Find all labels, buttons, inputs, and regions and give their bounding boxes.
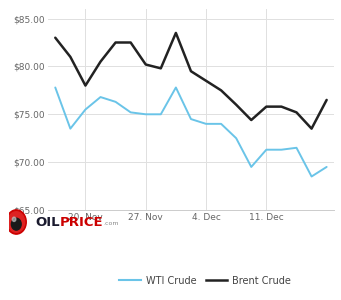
Circle shape xyxy=(6,210,26,234)
Legend: WTI Crude, Brent Crude: WTI Crude, Brent Crude xyxy=(116,272,295,290)
Text: .com: .com xyxy=(103,220,119,226)
Text: PRICE: PRICE xyxy=(60,216,103,229)
Circle shape xyxy=(11,218,21,230)
Circle shape xyxy=(12,217,16,221)
Circle shape xyxy=(8,212,25,232)
Text: OIL: OIL xyxy=(36,216,60,229)
